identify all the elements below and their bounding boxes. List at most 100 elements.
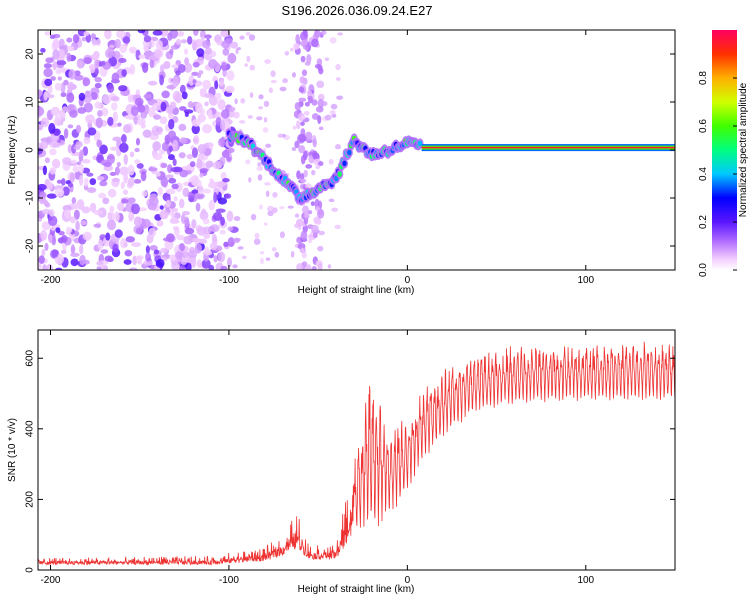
noise-blob [50,226,56,231]
noise-blob [52,142,60,148]
noise-blob [41,248,46,257]
noise-blob [263,100,270,107]
noise-blob [44,78,53,87]
noise-blob [238,120,246,124]
noise-blob [81,159,91,164]
noise-blob [122,189,129,195]
snr-x-tick-label: 100 [577,575,594,586]
noise-blob [133,179,142,184]
noise-blob [180,257,188,266]
noise-blob [170,212,176,218]
noise-blob [181,91,188,100]
noise-blob [89,63,96,74]
noise-blob [209,242,218,251]
noise-blob [44,31,51,36]
noise-blob [298,86,305,93]
noise-blob [122,36,131,44]
noise-blob [293,43,300,50]
noise-blob [98,192,107,199]
noise-blob [114,211,120,222]
noise-blob [134,147,140,153]
noise-blob [151,125,162,136]
noise-blob [109,205,115,213]
noise-blob [329,110,336,115]
noise-blob [172,139,179,151]
noise-blob [188,75,195,86]
noise-blob [78,92,86,101]
noise-blob [310,224,319,233]
noise-blob [173,196,178,202]
noise-blob [43,63,52,69]
noise-blob [303,150,308,161]
noise-blob [311,38,319,48]
noise-blob [127,94,133,103]
noise-blob [94,67,100,76]
noise-blob [159,74,165,86]
noise-blob [202,79,211,90]
noise-blob [55,69,62,75]
noise-blob [300,178,307,183]
noise-blob [317,115,322,125]
snr-x-label: Height of straight line (km) [298,584,415,595]
noise-blob [217,251,226,263]
noise-blob [155,171,161,177]
noise-blob [125,236,136,243]
noise-blob [307,238,313,244]
noise-blob [153,114,162,120]
noise-blob [191,257,197,269]
noise-blob [169,48,174,55]
noise-blob [99,144,108,155]
noise-blob [191,124,200,135]
noise-blob [148,227,156,238]
noise-blob [225,38,233,44]
noise-blob [138,54,146,59]
noise-blob [279,231,286,239]
noise-blob [258,94,264,100]
noise-blob [222,48,230,56]
noise-blob [263,116,268,123]
noise-blob [123,172,129,184]
noise-blob [58,109,66,120]
noise-blob [47,84,53,95]
track-core [337,171,342,177]
noise-blob [249,92,254,98]
noise-blob [135,255,144,260]
noise-blob [193,135,200,145]
noise-blob [67,81,75,91]
noise-blob [92,52,99,61]
noise-blob [191,119,201,127]
colorbar-tick-label: 0.2 [698,215,709,229]
noise-blob [324,114,332,121]
noise-blob [260,257,264,265]
noise-blob [194,243,202,254]
noise-blob [55,267,63,270]
noise-blob [165,188,176,195]
noise-blob [89,178,97,186]
noise-blob [97,176,105,181]
noise-blob [134,97,144,106]
colorbar-tick-label: 0.4 [698,167,709,181]
noise-blob [104,30,112,40]
noise-blob [329,37,337,44]
spectrogram-x-tick-label: -200 [40,275,60,286]
noise-blob [202,39,211,49]
track-core [417,140,423,147]
noise-blob [306,54,312,64]
noise-blob [159,205,164,210]
noise-blob [299,145,305,150]
noise-blob [69,109,78,118]
colorbar: 0.0 0.2 0.4 0.6 0.8 Normalized spectral ampl… [698,30,749,277]
noise-blob [80,220,88,226]
noise-blob [187,250,198,258]
noise-blob [129,151,135,158]
noise-blob [40,117,50,128]
noise-blob [60,249,67,255]
noise-blob [199,168,209,174]
noise-blob [159,209,169,220]
noise-blob [165,174,174,179]
noise-blob [124,114,134,120]
noise-blob [227,52,237,64]
noise-blob [127,177,135,187]
noise-blob [317,98,325,109]
noise-blob [157,186,163,196]
